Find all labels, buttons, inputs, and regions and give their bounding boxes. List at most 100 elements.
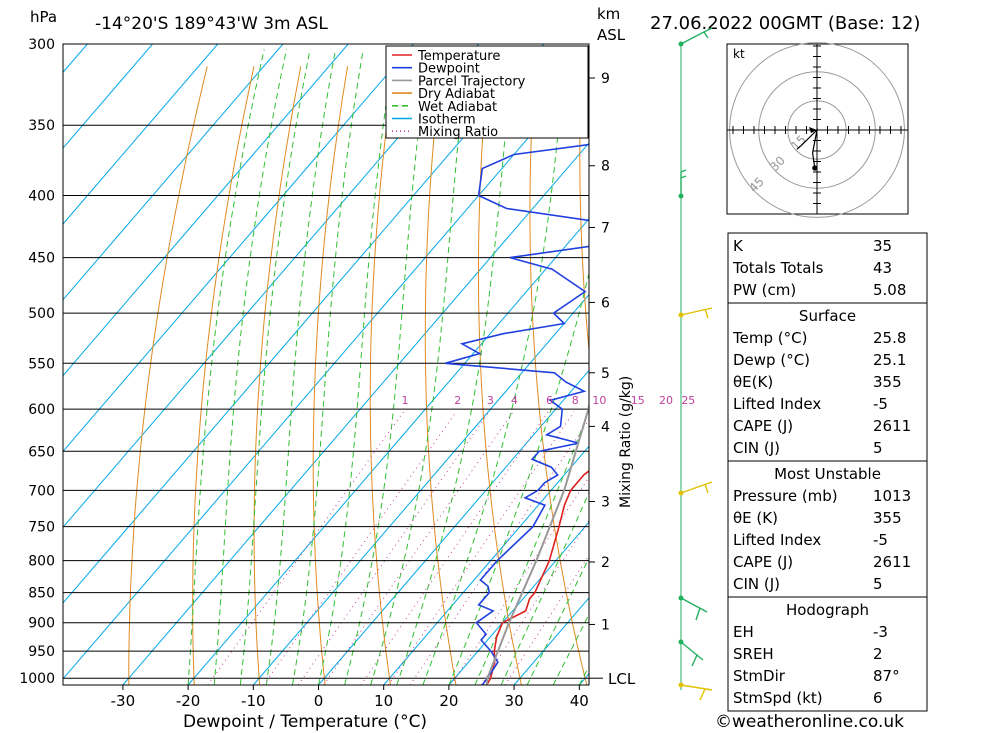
mixing-ratio-label: 3: [487, 394, 494, 407]
mixing-ratio-label: 2: [454, 394, 461, 407]
dry-adiabat-line: [128, 66, 208, 685]
surface-block-value: 5: [873, 439, 883, 457]
isotherm-line: [63, 66, 589, 680]
surface-block-label: Lifted Index: [733, 395, 821, 413]
mixing-ratio-label: 25: [681, 394, 695, 407]
isotherm-line: [63, 44, 153, 149]
wind-barb-dot: [678, 312, 684, 318]
most-unstable-block-label: CAPE (J): [733, 553, 793, 571]
wet-adiabat-line: [396, 49, 515, 685]
wet-adiabat-line: [370, 49, 469, 685]
isotherm-line: [63, 44, 479, 528]
pressure-tick-label: 450: [28, 251, 55, 267]
pressure-tick-label: 700: [28, 483, 55, 499]
km-tick-label: 4: [601, 419, 610, 435]
surface-block-label: Temp (°C): [732, 329, 807, 347]
location-title: -14°20'S 189°43'W 3m ASL: [95, 14, 328, 34]
pressure-tick-label: 1000: [19, 671, 55, 687]
dry-adiabat-line: [369, 66, 395, 685]
mixing-ratio-line: [504, 554, 589, 685]
hodograph-block-value: 2: [873, 645, 883, 663]
km-tick-label: 5: [601, 366, 610, 382]
km-unit-label: km: [597, 5, 620, 23]
mixing-ratio-label: 20: [659, 394, 673, 407]
most-unstable-block-label: θE (K): [733, 509, 778, 527]
asl-unit-label: ASL: [597, 26, 626, 44]
hodograph-arrow: [809, 127, 817, 133]
mixing-ratio-line: [480, 519, 589, 685]
isotherm-line: [63, 44, 414, 453]
wet-adiabat-line: [265, 49, 337, 685]
dry-adiabat-line: [579, 66, 589, 355]
wind-barb: [680, 27, 713, 45]
mixing-ratio-label: 15: [631, 394, 645, 407]
pressure-tick-label: 900: [28, 616, 55, 632]
index-block-label: Totals Totals: [732, 259, 824, 277]
wind-barb: [680, 307, 713, 319]
surface-block-value: 2611: [873, 417, 911, 435]
dry-adiabat-line: [253, 66, 302, 685]
surface-block-value: 25.8: [873, 329, 906, 347]
wind-barb: [680, 597, 708, 621]
wet-adiabat-line: [474, 408, 589, 685]
temperature-tick-label: 10: [374, 692, 393, 710]
legend-entry: Dewpoint: [418, 62, 480, 77]
wind-barb: [680, 684, 713, 701]
index-block-box: [727, 232, 928, 304]
hodograph-unit: kt: [733, 47, 745, 61]
temperature-tick-label: -20: [176, 692, 201, 710]
legend-entry: Mixing Ratio: [418, 125, 498, 140]
wet-adiabat-line: [213, 49, 287, 685]
series-temperature: [486, 469, 589, 685]
most-unstable-block-title: Most Unstable: [774, 465, 881, 483]
pressure-tick-label: 550: [28, 356, 55, 372]
mixing-ratio-label: 4: [511, 394, 518, 407]
dry-adiabat-line: [628, 66, 718, 685]
index-block-value: 43: [873, 259, 892, 277]
hodograph-block-value: 87°: [873, 667, 900, 685]
wind-barb-dot: [678, 490, 684, 496]
mixing-ratio-label: 10: [592, 394, 606, 407]
mixing-ratio-line: [207, 411, 405, 685]
x-axis-label: Dewpoint / Temperature (°C): [183, 712, 427, 732]
wet-adiabat-line: [291, 49, 364, 685]
mixing-ratio-label: 8: [572, 394, 579, 407]
index-block-value: 5.08: [873, 281, 906, 299]
wind-barb-dot: [678, 639, 684, 645]
pressure-tick-label: 600: [28, 402, 55, 418]
isotherm-line: [252, 293, 589, 685]
most-unstable-block-label: Lifted Index: [733, 531, 821, 549]
pressure-tick-label: 850: [28, 586, 55, 602]
index-block-value: 35: [873, 237, 892, 255]
mixing-ratio-line: [387, 411, 575, 685]
wet-adiabat-line: [552, 613, 589, 685]
legend-entry: Isotherm: [418, 113, 476, 128]
isotherm-line: [63, 44, 349, 377]
wet-adiabat-line: [187, 49, 265, 685]
pressure-tick-label: 400: [28, 189, 55, 205]
dry-adiabat-line: [956, 66, 1000, 685]
surface-block-box: [727, 302, 928, 462]
wind-barb-dot: [678, 193, 684, 199]
pressure-tick-label: 300: [28, 37, 55, 53]
surface-block-title: Surface: [799, 307, 856, 325]
isotherm-line: [63, 44, 545, 604]
wet-adiabat-line: [344, 49, 430, 685]
lcl-label: LCL: [608, 670, 636, 688]
hodograph-block-label: SREH: [733, 645, 774, 663]
mixing-ratio-line: [263, 411, 457, 685]
legend-entry: Temperature: [417, 49, 500, 64]
most-unstable-block-label: CIN (J): [733, 575, 780, 593]
legend-entry: Parcel Trajectory: [418, 74, 526, 89]
km-tick-label: 8: [601, 159, 610, 175]
most-unstable-block-value: -5: [873, 531, 888, 549]
hodograph-block-value: 6: [873, 689, 883, 707]
dry-adiabat-line: [478, 66, 522, 685]
temperature-tick-label: 30: [505, 692, 524, 710]
pressure-tick-label: 750: [28, 520, 55, 536]
most-unstable-block-label: Pressure (mb): [733, 487, 838, 505]
datetime-title: 27.06.2022 00GMT (Base: 12): [650, 13, 920, 34]
hodograph-block-title: Hodograph: [786, 601, 869, 619]
hodograph-start-dot: [812, 165, 818, 171]
